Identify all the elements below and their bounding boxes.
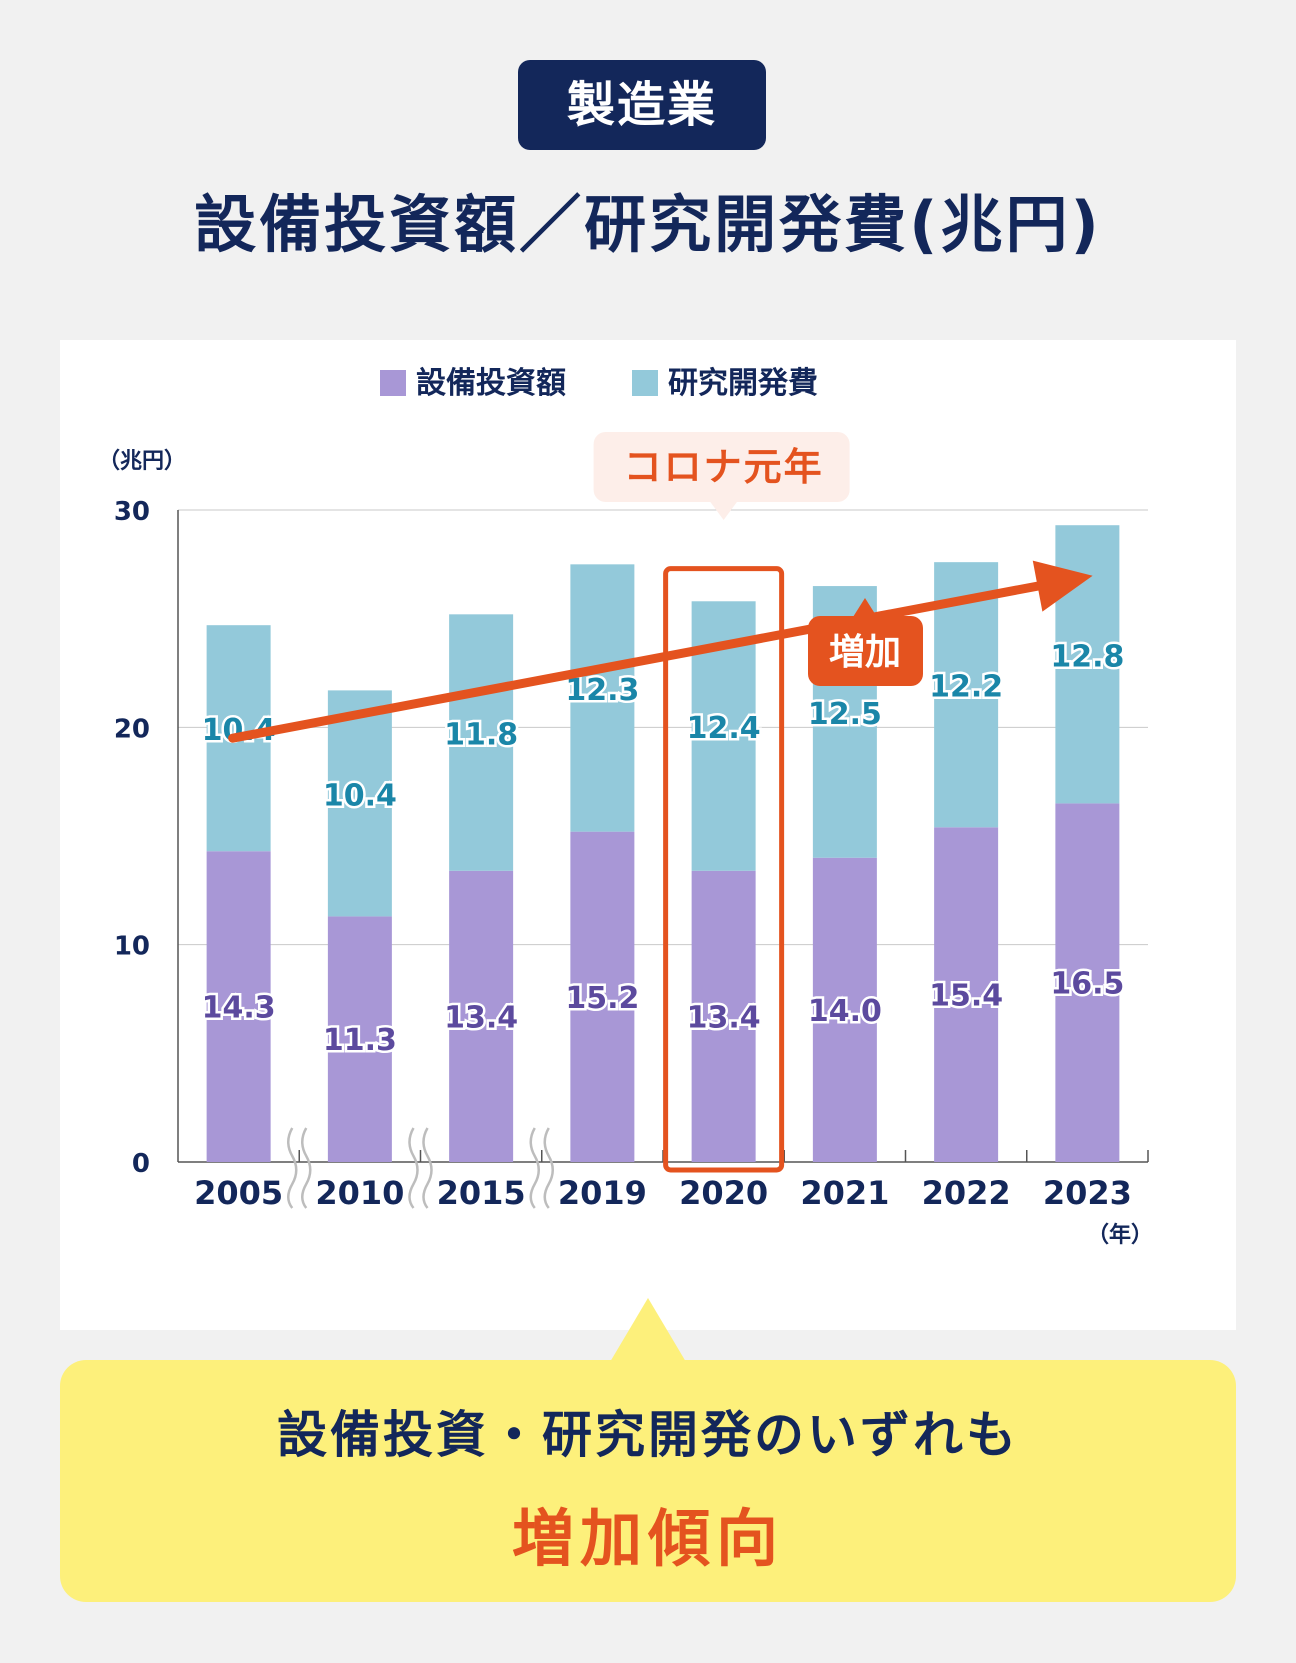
bar-rnd	[570, 564, 635, 832]
callout-bubble	[593, 432, 850, 502]
trend-label-pointer	[853, 598, 877, 617]
data-label-rnd: 12.8	[1050, 639, 1124, 674]
x-tick-label: 2021	[800, 1174, 889, 1212]
data-label-rnd: 11.8	[444, 718, 518, 753]
data-label-capex: 13.4	[687, 1000, 761, 1035]
conclusion-pointer	[610, 1298, 686, 1362]
data-label-rnd: 12.5	[808, 697, 882, 732]
callout-label: コロナ元年	[624, 445, 824, 489]
x-tick-label: 2005	[194, 1174, 283, 1212]
trend-label-box	[808, 616, 923, 686]
bar-capex	[206, 851, 271, 1162]
axis-break-mark	[529, 1127, 540, 1209]
legend-swatch-rnd	[632, 370, 658, 396]
x-tick-label: 2023	[1043, 1174, 1132, 1212]
bar-capex	[449, 870, 514, 1162]
x-tick-label: 2019	[558, 1174, 647, 1212]
bar-capex	[1055, 803, 1120, 1162]
x-tick-label: 2010	[315, 1174, 404, 1212]
y-tick-label: 10	[114, 932, 150, 962]
conclusion-text: 設備投資・研究開発のいずれも	[277, 1406, 1019, 1464]
data-label-capex: 16.5	[1050, 967, 1124, 1002]
y-tick-label: 20	[114, 714, 150, 744]
data-label-rnd: 12.3	[565, 673, 639, 708]
legend-label-rnd: 研究開発費	[668, 366, 818, 401]
data-label-capex: 15.4	[929, 979, 1003, 1014]
bar-capex	[934, 827, 999, 1162]
data-label-capex: 11.3	[323, 1023, 397, 1058]
data-label-rnd: 12.4	[687, 711, 761, 746]
legend-swatch-capex	[380, 370, 406, 396]
axis-break-mark	[301, 1127, 312, 1209]
callout-pointer	[709, 501, 738, 520]
x-tick-label: 2020	[679, 1174, 768, 1212]
chart-panel: 0 10 20 30 （兆円） （年） 設備投資額 研究開発費 14.3 10.4 2005 11.3…	[60, 340, 1236, 1330]
industry-badge: 製造業	[518, 60, 766, 150]
x-tick-label: 2022	[922, 1174, 1011, 1212]
bar-capex	[327, 916, 392, 1162]
trend-arrow-head	[1032, 560, 1093, 612]
data-label-capex: 13.4	[444, 1000, 518, 1035]
data-label-rnd: 12.2	[929, 670, 1003, 705]
bar-capex	[570, 831, 635, 1162]
y-tick-label: 0	[132, 1149, 150, 1179]
conclusion-box: 設備投資・研究開発のいずれも 増加傾向	[60, 1360, 1236, 1602]
x-tick-label: 2015	[437, 1174, 526, 1212]
chart-title: 設備投資額／研究開発費(兆円)	[194, 188, 1102, 261]
data-label-rnd: 10.4	[323, 778, 397, 813]
highlight-box	[663, 566, 785, 1173]
data-label-capex: 14.3	[202, 991, 276, 1026]
axis-break-mark	[543, 1127, 554, 1209]
data-label-capex: 15.2	[565, 981, 639, 1016]
axis-break-mark	[422, 1127, 433, 1209]
legend-label-capex: 設備投資額	[416, 366, 566, 401]
axis-break-mark	[408, 1127, 419, 1209]
bar-rnd	[327, 690, 392, 917]
conclusion-highlight: 増加傾向	[511, 1502, 784, 1575]
trend-arrow-line	[228, 579, 1054, 743]
data-label-capex: 14.0	[808, 994, 882, 1029]
y-unit-label: （兆円）	[98, 449, 186, 474]
bar-capex	[812, 857, 877, 1162]
bar-rnd	[449, 614, 514, 871]
axis-break-mark	[287, 1127, 298, 1209]
bar-capex	[691, 870, 756, 1162]
x-unit-label: （年）	[1087, 1222, 1153, 1248]
stacked-bar-chart: 0 10 20 30 （兆円） （年） 設備投資額 研究開発費 14.3 10.4 2005 11.3…	[98, 366, 1153, 1248]
y-tick-label: 30	[114, 497, 150, 527]
trend-label: 増加	[829, 632, 901, 673]
